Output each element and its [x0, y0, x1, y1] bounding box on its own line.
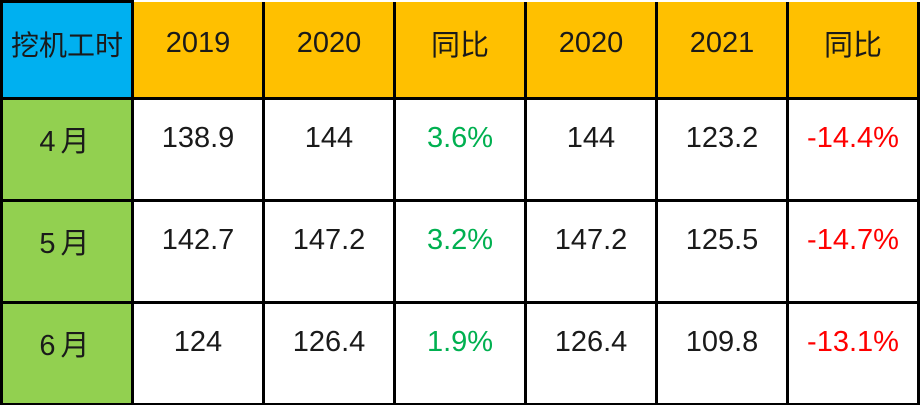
cell-april-yoy-right: -14.4% — [786, 97, 920, 202]
cell-april-2019: 138.9 — [131, 97, 265, 202]
column-header-2019: 2019 — [131, 1, 265, 100]
cell-april-2021: 123.2 — [655, 97, 789, 202]
cell-april-2020-left: 144 — [262, 97, 396, 202]
column-header-yoy-right: 同比 — [786, 1, 920, 100]
column-header-yoy-left: 同比 — [393, 1, 527, 100]
table-row-may: 5月 142.7 147.2 3.2% 147.2 125.5 -14.7% — [0, 199, 920, 304]
table-row-june: 6月 124 126.4 1.9% 126.4 109.8 -13.1% — [0, 301, 920, 405]
column-header-2021: 2021 — [655, 1, 789, 100]
cell-june-2021: 109.8 — [655, 301, 789, 405]
row-header-april: 4月 — [0, 97, 134, 202]
row-header-june: 6月 — [0, 301, 134, 405]
cell-june-2020-left: 126.4 — [262, 301, 396, 405]
table-header: 挖机工时 2019 2020 同比 2020 2021 同比 — [0, 0, 920, 100]
cell-april-2020-right: 144 — [524, 97, 658, 202]
cell-may-yoy-right: -14.7% — [786, 199, 920, 304]
corner-cell-excavator-hours: 挖机工时 — [0, 0, 134, 100]
column-header-2020-right: 2020 — [524, 1, 658, 100]
header-row: 挖机工时 2019 2020 同比 2020 2021 同比 — [0, 0, 920, 100]
cell-may-2020-right: 147.2 — [524, 199, 658, 304]
cell-june-yoy-left: 1.9% — [393, 301, 527, 405]
cell-april-yoy-left: 3.6% — [393, 97, 527, 202]
table-row-april: 4月 138.9 144 3.6% 144 123.2 -14.4% — [0, 97, 920, 202]
cell-may-2020-left: 147.2 — [262, 199, 396, 304]
cell-may-2021: 125.5 — [655, 199, 789, 304]
cell-june-yoy-right: -13.1% — [786, 301, 920, 405]
row-header-may: 5月 — [0, 199, 134, 304]
cell-may-2019: 142.7 — [131, 199, 265, 304]
cell-june-2019: 124 — [131, 301, 265, 405]
table-body: 4月 138.9 144 3.6% 144 123.2 -14.4% 5月 14… — [0, 97, 920, 405]
cell-may-yoy-left: 3.2% — [393, 199, 527, 304]
cell-june-2020-right: 126.4 — [524, 301, 658, 405]
column-header-2020-left: 2020 — [262, 1, 396, 100]
